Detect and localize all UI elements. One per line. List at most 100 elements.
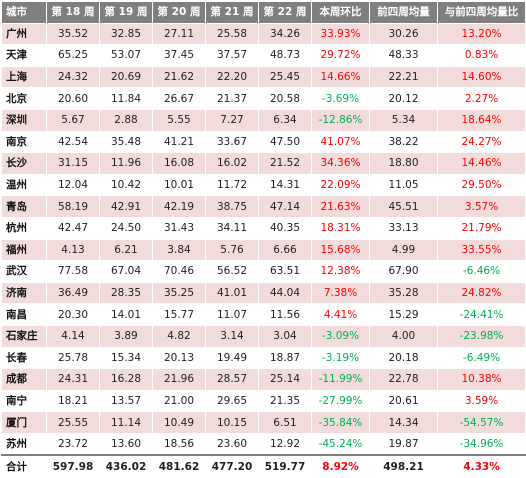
vs-avg4-cell: 4.33%: [437, 454, 526, 478]
col-header-week-20: 第 20 周: [152, 1, 206, 24]
vs-avg4-cell: 10.38%: [437, 368, 526, 391]
week-22-cell: 6.51: [258, 411, 312, 434]
vs-avg4-cell: 18.64%: [437, 108, 526, 132]
table-row: 天津 65.25 53.07 37.45 37.57 48.73 29.72% 48.33 0.…: [1, 44, 526, 67]
city-cell: 青岛: [1, 195, 47, 218]
avg4-cell: 18.80: [369, 152, 438, 175]
city-cell: 温州: [1, 173, 47, 197]
week-19-cell: 24.50: [99, 216, 153, 240]
col-header-avg4: 前四周均量: [369, 1, 438, 24]
wow-cell: -35.84%: [311, 411, 370, 434]
week-22-cell: 40.35: [258, 216, 312, 240]
avg4-cell: 4.00: [369, 324, 438, 348]
week-19-cell: 13.57: [99, 389, 153, 413]
table-row: 南昌 20.30 14.01 15.77 11.07 11.56 4.41% 15.29 -24…: [1, 303, 526, 326]
col-header-week-19: 第 19 周: [99, 1, 153, 24]
table-row: 成都 24.31 16.28 21.96 28.57 25.14 -11.99% 22.78 1…: [1, 368, 526, 391]
wow-cell: 15.68%: [311, 238, 370, 262]
week-19-cell: 14.01: [99, 303, 153, 326]
avg4-cell: 20.18: [369, 346, 438, 370]
week-21-cell: 56.52: [205, 260, 259, 283]
week-20-cell: 27.11: [152, 22, 206, 46]
city-cell: 南京: [1, 130, 47, 154]
avg4-cell: 35.28: [369, 281, 438, 305]
table-row: 北京 20.60 11.84 26.67 21.37 20.58 -3.69% 20.12 2.…: [1, 87, 526, 110]
wow-cell: 14.66%: [311, 65, 370, 89]
week-21-cell: 477.20: [205, 454, 259, 478]
week-18-cell: 23.72: [46, 432, 100, 456]
vs-avg4-cell: -6.49%: [437, 346, 526, 370]
wow-cell: 7.38%: [311, 281, 370, 305]
avg4-cell: 498.21: [369, 454, 438, 478]
table-row: 深圳 5.67 2.88 5.55 7.27 6.34 -12.86% 5.34 18.64%: [1, 108, 526, 132]
table-row: 广州 35.52 32.85 27.11 25.58 34.26 33.93% 30.26 13…: [1, 22, 526, 46]
wow-cell: 18.31%: [311, 216, 370, 240]
week-19-cell: 3.89: [99, 324, 153, 348]
city-cell: 长春: [1, 346, 47, 370]
table-row: 温州 12.04 10.42 10.01 11.72 14.31 22.09% 11.05 29…: [1, 173, 526, 197]
table-row: 苏州 23.72 13.60 18.56 23.60 12.92 -45.24% 19.87-…: [1, 432, 526, 456]
week-19-cell: 436.02: [99, 454, 153, 478]
wow-cell: 22.09%: [311, 173, 370, 197]
week-21-cell: 19.49: [205, 346, 259, 370]
week-21-cell: 34.11: [205, 216, 259, 240]
week-19-cell: 53.07: [99, 44, 153, 67]
week-19-cell: 42.91: [99, 195, 153, 218]
city-cell: 南宁: [1, 389, 47, 413]
vs-avg4-cell: 21.79%: [437, 216, 526, 240]
week-22-cell: 21.35: [258, 389, 312, 413]
avg4-cell: 15.29: [369, 303, 438, 326]
week-22-cell: 21.52: [258, 152, 312, 175]
week-20-cell: 21.00: [152, 389, 206, 413]
week-22-cell: 6.66: [258, 238, 312, 262]
city-cell: 石家庄: [1, 324, 47, 348]
week-18-cell: 18.21: [46, 389, 100, 413]
week-18-cell: 5.67: [46, 108, 100, 132]
vs-avg4-cell: 14.46%: [437, 152, 526, 175]
avg4-cell: 5.34: [369, 108, 438, 132]
city-cell: 上海: [1, 65, 47, 89]
week-18-cell: 58.19: [46, 195, 100, 218]
vs-avg4-cell: 0.83%: [437, 44, 526, 67]
week-20-cell: 10.01: [152, 173, 206, 197]
avg4-cell: 4.99: [369, 238, 438, 262]
city-cell: 济南: [1, 281, 47, 305]
week-19-cell: 35.48: [99, 130, 153, 154]
wow-cell: -12.86%: [311, 108, 370, 132]
avg4-cell: 48.33: [369, 44, 438, 67]
wow-cell: -27.99%: [311, 389, 370, 413]
week-18-cell: 4.14: [46, 324, 100, 348]
week-19-cell: 15.34: [99, 346, 153, 370]
week-21-cell: 23.60: [205, 432, 259, 456]
week-20-cell: 21.96: [152, 368, 206, 391]
total-row: 合计 597.98 436.02 481.62 477.20 519.77 8.92% 498…: [1, 454, 526, 478]
city-cell: 杭州: [1, 216, 47, 240]
avg4-cell: 22.78: [369, 368, 438, 391]
vs-avg4-cell: 13.20%: [437, 22, 526, 46]
table-row: 长沙 31.15 11.96 16.08 16.02 21.52 34.36% 18.80 14…: [1, 152, 526, 175]
week-22-cell: 34.26: [258, 22, 312, 46]
vs-avg4-cell: 3.59%: [437, 389, 526, 413]
table-row: 福州 4.13 6.21 3.84 5.76 6.66 15.68% 4.99 33.55%: [1, 238, 526, 262]
city-cell: 成都: [1, 368, 47, 391]
week-20-cell: 481.62: [152, 454, 206, 478]
week-20-cell: 4.82: [152, 324, 206, 348]
vs-avg4-cell: 29.50%: [437, 173, 526, 197]
week-21-cell: 37.57: [205, 44, 259, 67]
week-18-cell: 35.52: [46, 22, 100, 46]
wow-cell: -3.69%: [311, 87, 370, 110]
city-cell: 厦门: [1, 411, 47, 434]
week-19-cell: 6.21: [99, 238, 153, 262]
week-20-cell: 42.19: [152, 195, 206, 218]
week-18-cell: 12.04: [46, 173, 100, 197]
week-18-cell: 42.54: [46, 130, 100, 154]
week-18-cell: 20.30: [46, 303, 100, 326]
week-20-cell: 70.46: [152, 260, 206, 283]
table-row: 厦门 25.55 11.14 10.49 10.15 6.51 -35.84% 14.34 -5…: [1, 411, 526, 434]
week-21-cell: 7.27: [205, 108, 259, 132]
week-21-cell: 33.67: [205, 130, 259, 154]
city-cell: 武汉: [1, 260, 47, 283]
col-header-week-18: 第 18 周: [46, 1, 100, 24]
week-22-cell: 44.04: [258, 281, 312, 305]
